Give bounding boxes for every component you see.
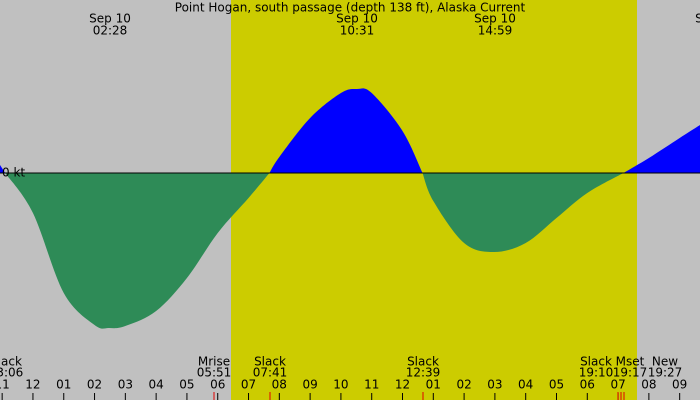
- event-time: 10:31: [340, 24, 375, 38]
- plot-area: [0, 88, 700, 329]
- event-time: 05:51: [197, 366, 232, 380]
- event-date: Sep 10: [89, 12, 131, 26]
- x-tick-label: 10: [333, 378, 348, 392]
- x-tick-label: 03: [487, 378, 502, 392]
- x-tick-label: 07: [610, 378, 625, 392]
- event-name: New: [652, 355, 678, 369]
- event-date: Sep 10: [474, 12, 516, 26]
- event-time: 07:41: [253, 366, 288, 380]
- event-name: Mset: [616, 355, 645, 369]
- y-tick-label: 0 kt: [2, 166, 25, 180]
- x-tick-label: 08: [641, 378, 656, 392]
- event-name: Slack: [407, 355, 439, 369]
- x-tick-label: 12: [395, 378, 410, 392]
- flood-area: [623, 125, 700, 173]
- x-tick-label: 04: [518, 378, 533, 392]
- flood-area: [0, 165, 6, 173]
- x-tick-label: 06: [210, 378, 225, 392]
- x-tick-label: 12: [25, 378, 40, 392]
- event-time: 14:59: [478, 24, 513, 38]
- event-name: Slack: [0, 355, 22, 369]
- x-tick-label: 08: [272, 378, 287, 392]
- event-date: Sep 10: [336, 12, 378, 26]
- event-date: Sep 10: [695, 12, 700, 26]
- x-tick-label: 04: [148, 378, 163, 392]
- x-tick-label: 07: [241, 378, 256, 392]
- event-time: 19:17: [613, 366, 648, 380]
- x-tick-label: 09: [672, 378, 687, 392]
- x-tick-label: 05: [549, 378, 564, 392]
- event-time: 02:28: [93, 24, 128, 38]
- x-tick-label: 03: [118, 378, 133, 392]
- x-tick-label: 01: [426, 378, 441, 392]
- flood-area: [269, 88, 423, 173]
- x-tick-label: 02: [87, 378, 102, 392]
- x-tick-label: 02: [456, 378, 471, 392]
- event-name: Slack: [580, 355, 612, 369]
- x-tick-label: 01: [56, 378, 71, 392]
- ebb-area: [422, 173, 624, 252]
- x-tick-label: 06: [580, 378, 595, 392]
- chart-title: Point Hogan, south passage (depth 138 ft…: [175, 1, 526, 15]
- event-time: 19:27: [648, 366, 683, 380]
- event-time: 12:39: [406, 366, 441, 380]
- x-tick-label: 09: [302, 378, 317, 392]
- x-tick-label: 05: [179, 378, 194, 392]
- event-time: 23:06: [0, 366, 23, 380]
- x-tick-label: 11: [364, 378, 379, 392]
- ebb-area: [5, 173, 270, 329]
- event-name: Slack: [254, 355, 286, 369]
- event-name: Mrise: [198, 355, 230, 369]
- x-tick-label: 11: [0, 378, 10, 392]
- event-time: 19:10: [579, 366, 614, 380]
